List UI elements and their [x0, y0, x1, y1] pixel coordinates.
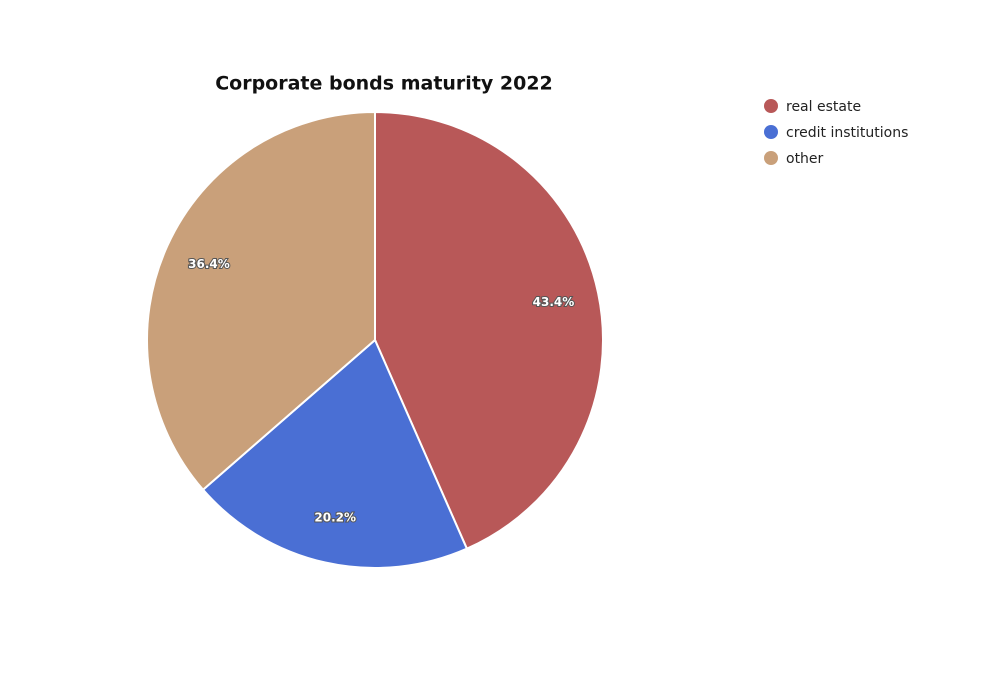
legend-text: real estate: [786, 99, 861, 115]
slice-label: 20.2%: [314, 511, 356, 525]
legend-text: other: [786, 151, 824, 167]
slice-label: 43.4%: [533, 295, 575, 309]
pie-slice: [374, 110, 604, 550]
chart-title: Corporate bonds maturity 2022: [215, 73, 553, 95]
legend-marker: [764, 99, 778, 113]
legend-marker: [764, 125, 778, 139]
pie-slice: [146, 110, 376, 492]
legend-text: credit institutions: [786, 125, 908, 141]
pie-slice: [201, 338, 469, 569]
slice-label: 36.4%: [188, 257, 230, 271]
legend-marker: [764, 151, 778, 165]
